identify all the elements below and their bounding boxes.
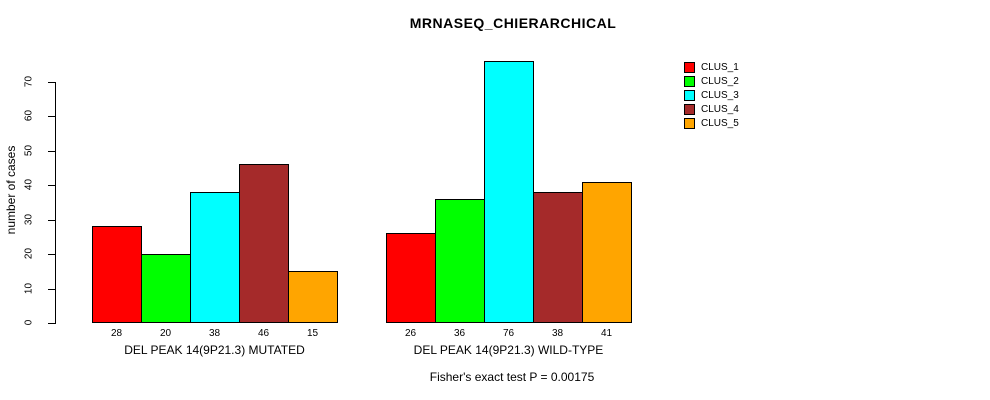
legend-swatch-clus_5: [684, 118, 695, 129]
legend-item: CLUS_3: [684, 90, 739, 101]
bar-value-label: 20: [159, 328, 172, 339]
bar-clus_3-group2: [484, 61, 534, 323]
y-axis-line: [55, 82, 56, 324]
bar-value-label: 15: [306, 328, 319, 339]
legend-item: CLUS_4: [684, 104, 739, 115]
bar-clus_1-group2: [386, 233, 436, 323]
bar-value-label: 26: [404, 328, 417, 339]
bar-clus_4-group2: [533, 192, 583, 323]
legend-item-label: CLUS_1: [701, 62, 739, 73]
bar-clus_5-group2: [582, 182, 632, 323]
bar-value-label: 41: [600, 328, 613, 339]
bar-clus_3-group1: [190, 192, 240, 323]
y-tick: [48, 81, 55, 83]
legend-item-label: CLUS_3: [701, 90, 739, 101]
y-tick-label: 30: [23, 213, 35, 225]
legend-item-label: CLUS_4: [701, 104, 739, 115]
legend-item-label: CLUS_5: [701, 118, 739, 129]
legend-swatch-clus_3: [684, 90, 695, 101]
y-tick: [48, 116, 55, 117]
y-tick: [48, 288, 55, 290]
y-tick-label: 0: [23, 319, 35, 326]
y-tick: [48, 254, 55, 255]
bar-value-label: 76: [502, 328, 515, 339]
y-axis-title: number of cases: [4, 145, 18, 235]
bar-clus_1-group1: [92, 226, 142, 323]
y-tick-label: 60: [23, 109, 35, 122]
bar-clus_5-group1: [288, 271, 338, 323]
y-tick: [48, 185, 55, 186]
legend-item-label: CLUS_2: [701, 76, 739, 87]
category-label: DEL PEAK 14(9P21.3) MUTATED: [124, 343, 305, 357]
y-tick: [48, 323, 55, 324]
bar-value-label: 38: [551, 328, 564, 339]
y-tick: [48, 219, 55, 221]
legend-swatch-clus_1: [684, 62, 695, 73]
y-tick-label: 20: [23, 247, 35, 260]
legend-item: CLUS_5: [684, 118, 739, 129]
bar-clus_2-group1: [141, 254, 191, 323]
legend-swatch-clus_4: [684, 104, 695, 115]
y-tick-label: 40: [23, 178, 35, 191]
y-tick-label: 70: [23, 75, 35, 87]
legend-item: CLUS_1: [684, 62, 739, 73]
bar-value-label: 28: [110, 328, 123, 339]
y-tick-label: 10: [23, 282, 35, 294]
y-tick: [48, 150, 55, 152]
legend: CLUS_1 CLUS_2 CLUS_3 CLUS_4 CLUS_5: [684, 62, 739, 129]
y-tick-label: 50: [23, 144, 35, 156]
fisher-test-annotation: Fisher's exact test P = 0.00175: [429, 370, 595, 384]
legend-item: CLUS_2: [684, 76, 739, 87]
chart-title: MRNASEQ_CHIERARCHICAL: [409, 15, 617, 31]
legend-swatch-clus_2: [684, 76, 695, 87]
bar-value-label: 46: [257, 328, 270, 339]
bar-value-label: 38: [208, 328, 221, 339]
category-label: DEL PEAK 14(9P21.3) WILD-TYPE: [413, 343, 604, 357]
bar-clus_4-group1: [239, 164, 289, 323]
bar-clus_2-group2: [435, 199, 485, 323]
bar-value-label: 36: [453, 328, 466, 339]
